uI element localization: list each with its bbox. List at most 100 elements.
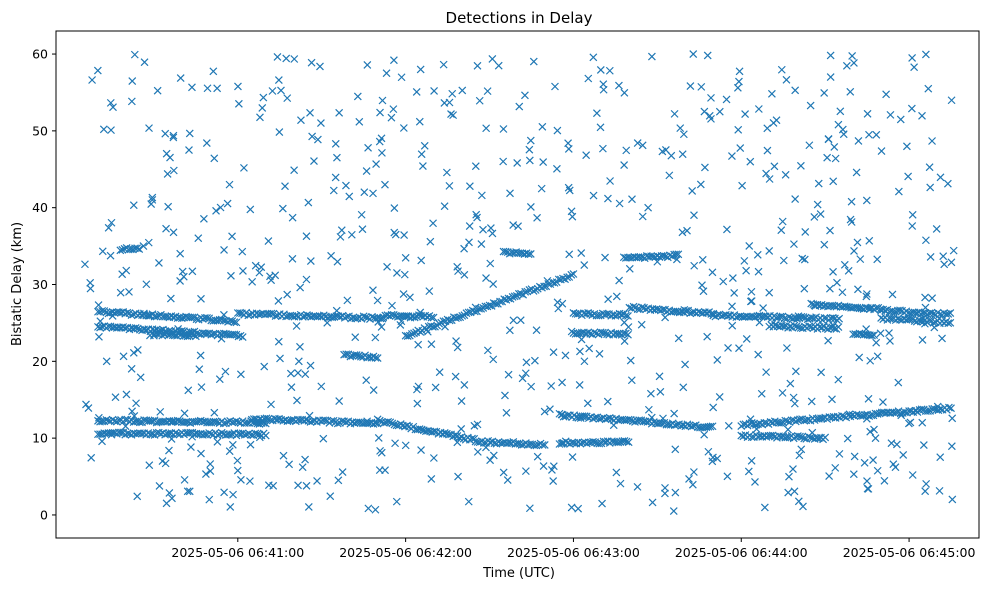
detection-point [427,475,436,483]
detection-point [635,416,644,425]
detection-point [865,236,874,245]
detection-point [489,451,498,460]
detection-point [873,466,882,475]
detection-point [869,456,878,464]
detection-point [624,312,632,320]
detection-point [363,61,372,69]
detection-point [489,355,498,364]
detection-point [821,433,830,442]
detection-point [555,409,564,418]
detection-point [102,357,111,366]
detection-point [430,427,439,436]
detection-point [164,202,173,211]
detection-point [866,427,875,436]
detection-point [754,350,763,359]
detection-point [834,323,843,331]
detection-point [687,422,696,431]
detection-point [933,402,942,411]
detection-point [917,405,926,414]
detection-point [580,412,589,421]
detection-point [735,77,743,86]
detection-point [356,352,365,361]
detection-point [921,50,930,59]
detection-point [838,288,847,297]
detection-point [700,107,709,116]
detection-point [382,69,391,78]
detection-point [390,228,399,237]
detection-point [387,113,396,122]
detection-point [538,441,547,449]
detection-point [123,308,132,317]
detection-point [472,210,481,219]
detection-point [829,267,837,276]
detection-point [872,338,881,347]
detection-point [615,276,624,285]
detection-point [800,434,809,443]
detection-point [820,240,829,249]
detection-point [820,88,829,97]
detection-point [698,281,706,290]
detection-point [209,67,218,76]
detection-point [829,177,838,186]
detection-point [540,407,549,416]
detection-point [373,354,382,362]
detection-point [834,120,843,129]
detection-point [173,430,182,438]
detection-point [846,87,855,96]
detection-point [683,420,692,429]
detection-point [735,67,744,76]
detection-point [790,399,799,408]
detection-point [420,141,429,150]
detection-point [445,181,454,190]
detection-point [368,312,376,321]
detection-point [910,63,919,72]
detection-point [704,447,713,456]
detection-point [371,353,380,362]
detection-point [268,87,277,95]
detection-point [724,421,733,430]
detection-point [206,467,215,476]
detection-point [155,482,164,490]
detection-point [902,142,911,151]
detection-point [180,475,189,484]
detection-point [431,322,439,331]
detection-point [598,499,606,508]
detection-point [445,316,454,325]
detection-point [746,415,755,424]
detection-point [935,310,944,319]
detection-point [584,328,593,337]
detection-point [345,192,354,201]
detection-point [319,434,328,443]
detection-point [188,313,197,322]
detection-point [464,497,473,506]
detection-point [906,315,915,324]
detection-point [839,130,848,139]
detection-point [246,440,255,449]
detection-point [364,143,373,152]
detection-point [196,351,205,360]
detection-point [228,440,237,449]
detection-point [192,315,201,324]
y-tick-label: 20 [32,354,48,369]
detection-point [96,317,105,326]
detection-point [397,317,406,326]
detection-point [742,335,751,343]
detection-point [656,387,665,396]
detection-point [392,269,401,277]
detection-point [777,65,786,74]
detection-point [866,304,875,312]
detection-point [296,342,304,351]
detection-point [728,302,736,311]
detection-point [825,472,834,480]
detection-point [189,331,198,339]
detection-point [947,258,956,267]
detection-point [431,383,440,392]
detection-point [401,253,410,262]
detection-point [303,311,311,319]
detection-point [383,262,391,271]
detection-point [439,60,448,69]
detection-point [609,421,618,430]
detection-point [715,392,724,401]
detection-point [118,245,127,254]
detection-point [453,438,462,447]
